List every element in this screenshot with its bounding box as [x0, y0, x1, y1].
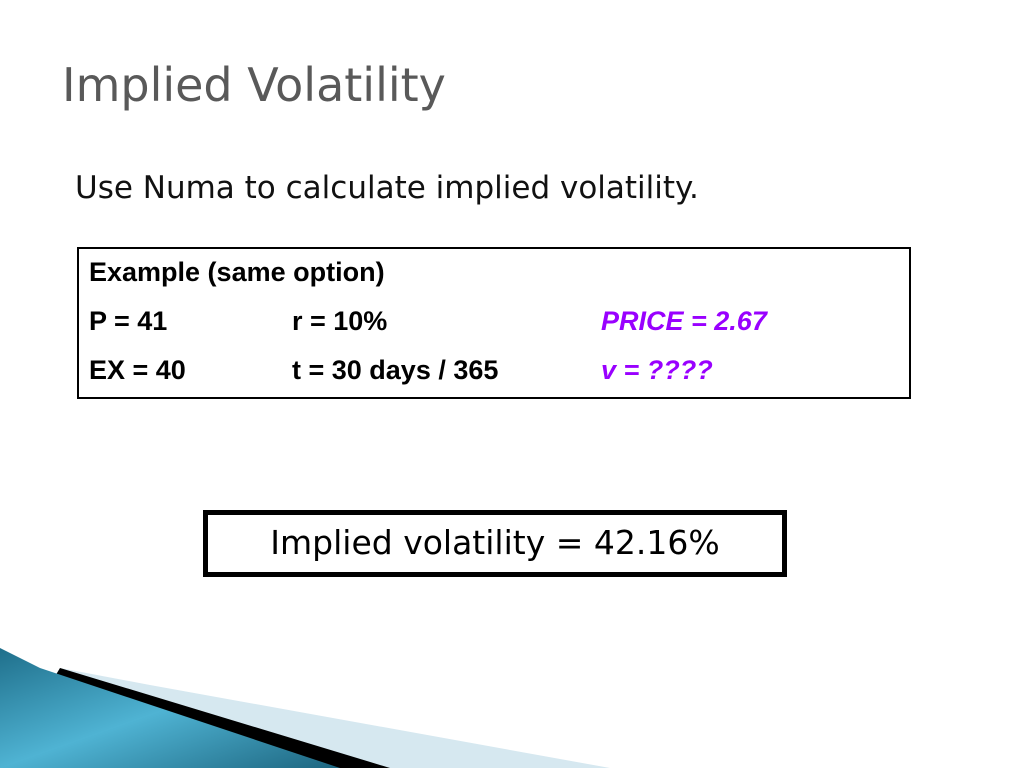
- decoration-shape: [0, 648, 340, 768]
- table-cell: v = ????: [601, 355, 713, 385]
- table-cell: EX = 40: [89, 355, 186, 385]
- corner-decoration: [0, 648, 610, 768]
- slide-title: Implied Volatility: [62, 58, 446, 112]
- subtitle: Use Numa to calculate implied volatility…: [75, 170, 699, 206]
- table-cell: t = 30 days / 365: [292, 355, 499, 385]
- table-cell: r = 10%: [292, 306, 388, 336]
- table-header: Example (same option): [89, 257, 385, 287]
- table-cell: P = 41: [89, 306, 168, 336]
- result-box: Implied volatility = 42.16%: [203, 510, 787, 577]
- table-cell: PRICE = 2.67: [601, 306, 767, 336]
- example-box: Example (same option) P = 41 r = 10% PRI…: [77, 247, 911, 399]
